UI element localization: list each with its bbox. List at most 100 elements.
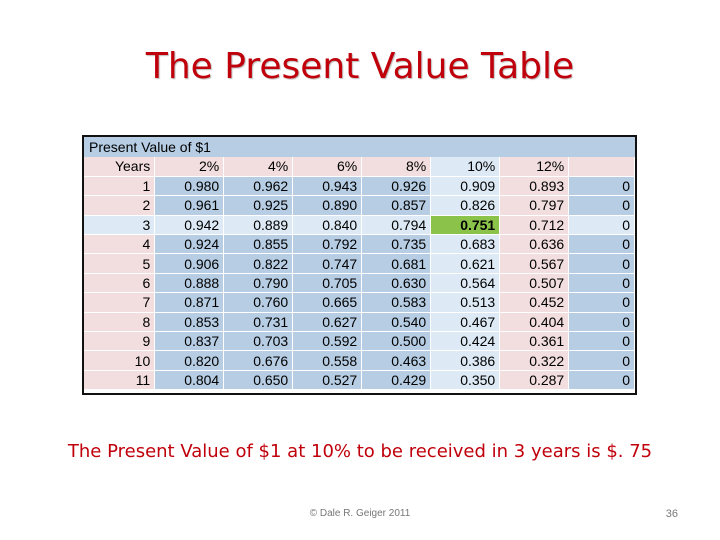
page-number: 36 [665,508,678,520]
year-cell: 4 [84,234,156,255]
factor-cell: 0.961 [154,195,225,216]
year-cell: 2 [84,195,156,216]
factor-cell: 0.452 [499,292,570,313]
factor-cell: 0.889 [223,215,294,236]
factor-cell: 0 [568,350,635,371]
table-row: 2 0.961 0.925 0.890 0.857 0.826 0.797 0 [84,195,635,216]
year-cell: 11 [84,370,156,391]
factor-cell: 0.943 [292,176,363,197]
factor-cell: 0.665 [292,292,363,313]
factor-cell: 0.804 [154,370,225,391]
factor-cell: 0.888 [154,273,225,294]
factor-cell: 0.705 [292,273,363,294]
factor-cell: 0.735 [361,234,432,255]
table-heading-bar: Present Value of $1 [84,137,635,157]
factor-cell: 0 [568,273,635,294]
factor-cell: 0.583 [361,292,432,313]
factor-cell: 0.386 [430,350,501,371]
factor-cell: 0.322 [499,350,570,371]
column-header: 6% [292,157,363,177]
factor-cell: 0.513 [430,292,501,313]
factor-cell: 0.712 [499,215,570,236]
factor-cell: 0.467 [430,312,501,333]
factor-cell: 0.820 [154,350,225,371]
factor-cell: 0.822 [223,253,294,274]
factor-cell: 0 [568,234,635,255]
factor-cell: 0 [568,176,635,197]
column-header: 2% [154,157,225,177]
year-cell: 10 [84,350,156,371]
factor-cell: 0.463 [361,350,432,371]
factor-cell: 0.636 [499,234,570,255]
column-header: Years [84,157,156,177]
present-value-table: Years 2% 4% 6% 8% 10% 12% 1 0.980 0.962 0.943 0.926… [84,157,635,391]
year-cell: 6 [84,273,156,294]
factor-cell: 0.924 [154,234,225,255]
table-row: 8 0.853 0.731 0.627 0.540 0.467 0.404 0 [84,312,635,333]
factor-cell: 0.926 [361,176,432,197]
factor-cell: 0.507 [499,273,570,294]
present-value-table-image: Present Value of $1 Years 2% 4% 6% 8% 10% 12% 1… [82,135,637,395]
year-cell: 3 [84,215,156,236]
factor-cell: 0.871 [154,292,225,313]
table-header-row: Years 2% 4% 6% 8% 10% 12% [84,157,635,177]
factor-cell: 0.925 [223,195,294,216]
factor-cell: 0 [568,195,635,216]
factor-cell: 0 [568,292,635,313]
factor-cell: 0.650 [223,370,294,391]
year-cell: 5 [84,253,156,274]
factor-cell: 0.703 [223,331,294,352]
factor-cell: 0.540 [361,312,432,333]
highlighted-factor-cell: 0.751 [430,215,501,236]
year-cell: 7 [84,292,156,313]
factor-cell: 0.567 [499,253,570,274]
factor-cell: 0.760 [223,292,294,313]
factor-cell: 0.681 [361,253,432,274]
column-header [568,157,635,177]
factor-cell: 0.857 [361,195,432,216]
column-header: 4% [223,157,294,177]
table-row: 3 0.942 0.889 0.840 0.794 0.751 0.712 0 [84,215,635,236]
factor-cell: 0.627 [292,312,363,333]
factor-cell: 0.797 [499,195,570,216]
slide-footer: © Dale R. Geiger 2011 [309,508,411,519]
year-cell: 9 [84,331,156,352]
factor-cell: 0.731 [223,312,294,333]
factor-cell: 0.855 [223,234,294,255]
factor-cell: 0 [568,253,635,274]
factor-cell: 0.794 [361,215,432,236]
factor-cell: 0.837 [154,331,225,352]
factor-cell: 0.853 [154,312,225,333]
factor-cell: 0.893 [499,176,570,197]
table-row: 6 0.888 0.790 0.705 0.630 0.564 0.507 0 [84,273,635,294]
factor-cell: 0.500 [361,331,432,352]
factor-cell: 0.424 [430,331,501,352]
table-row: 1 0.980 0.962 0.943 0.926 0.909 0.893 0 [84,176,635,197]
year-cell: 8 [84,312,156,333]
factor-cell: 0.683 [430,234,501,255]
factor-cell: 0.429 [361,370,432,391]
factor-cell: 0.630 [361,273,432,294]
slide-title: The Present Value Table [145,46,575,87]
table-row: 10 0.820 0.676 0.558 0.463 0.386 0.322 0 [84,350,635,371]
factor-cell: 0.747 [292,253,363,274]
factor-cell: 0.592 [292,331,363,352]
year-cell: 1 [84,176,156,197]
factor-cell: 0.558 [292,350,363,371]
factor-cell: 0.890 [292,195,363,216]
table-heading: Present Value of $1 [89,139,211,155]
factor-cell: 0.792 [292,234,363,255]
factor-cell: 0 [568,215,635,236]
factor-cell: 0.790 [223,273,294,294]
factor-cell: 0 [568,331,635,352]
table-row: 4 0.924 0.855 0.792 0.735 0.683 0.636 0 [84,234,635,255]
factor-cell: 0.564 [430,273,501,294]
factor-cell: 0.404 [499,312,570,333]
table-row: 7 0.871 0.760 0.665 0.583 0.513 0.452 0 [84,292,635,313]
column-header: 12% [499,157,570,177]
table-row: 5 0.906 0.822 0.747 0.681 0.621 0.567 0 [84,253,635,274]
table-row: 11 0.804 0.650 0.527 0.429 0.350 0.287 0 [84,370,635,391]
factor-cell: 0.527 [292,370,363,391]
factor-cell: 0 [568,312,635,333]
factor-cell: 0.840 [292,215,363,236]
